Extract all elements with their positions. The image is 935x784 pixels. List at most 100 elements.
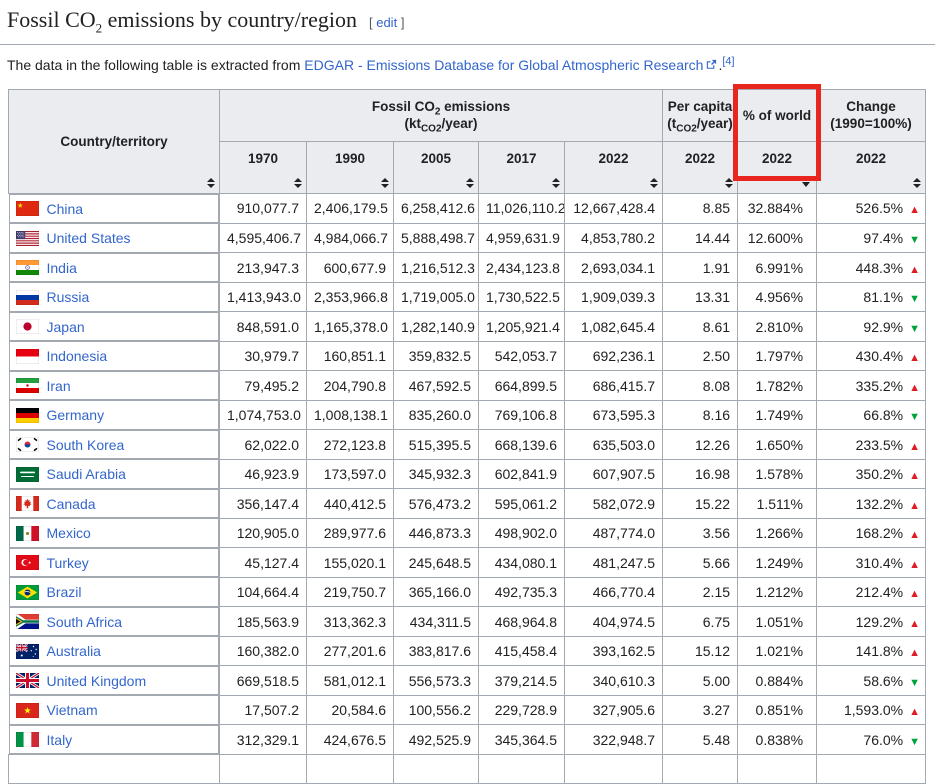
trend-icon <box>909 264 920 276</box>
flag-indonesia-icon <box>15 348 39 364</box>
table-row: Iran 79,495.2 204,790.8 467,592.5 664,89… <box>8 370 927 401</box>
country-link[interactable]: Vietnam <box>46 702 98 719</box>
table-row: Indonesia 30,979.7 160,851.1 359,832.5 5… <box>8 340 927 372</box>
intro-paragraph: The data in the following table is extra… <box>7 55 735 73</box>
table-row: Italy 312,329.1 424,676.5 492,525.9 345,… <box>8 724 927 756</box>
trend-icon <box>909 618 920 630</box>
sort-icon <box>381 177 389 188</box>
flag-germany-icon <box>15 407 39 423</box>
th-year-2022-emissions[interactable]: 2022 <box>563 140 664 194</box>
flag-vietnam-icon <box>15 702 39 718</box>
sort-icon <box>207 177 215 188</box>
flag-south-africa-icon <box>15 614 39 630</box>
trend-icon <box>909 323 920 335</box>
flag-india-icon <box>15 260 39 276</box>
trend-icon <box>909 352 920 364</box>
sort-icon <box>294 177 302 188</box>
section-heading: Fossil CO2 emissions by country/region [ … <box>0 0 935 45</box>
country-link[interactable]: Brazil <box>46 584 82 601</box>
flag-united-kingdom-icon <box>15 673 39 689</box>
flag-united-states-icon <box>15 230 39 246</box>
edit-link[interactable]: edit <box>376 15 398 30</box>
table-row-partial <box>8 754 927 784</box>
th-year-1990[interactable]: 1990 <box>306 140 394 194</box>
country-link[interactable]: Saudi Arabia <box>46 466 126 483</box>
flag-brazil-icon <box>15 584 39 600</box>
table-row: India 213,947.3 600,677.9 1,216,512.3 2,… <box>8 252 927 283</box>
trend-icon <box>909 647 920 659</box>
trend-icon <box>909 588 920 600</box>
table-row: Vietnam 17,507.2 20,584.6 100,556.2 229,… <box>8 694 927 726</box>
th-pct-world: % of world <box>737 88 818 142</box>
country-link[interactable]: Mexico <box>46 525 91 542</box>
flag-russia-icon <box>15 289 39 305</box>
page-title: Fossil CO2 emissions by country/region <box>7 7 357 36</box>
table-row: Germany 1,074,753.0 1,008,138.1 835,260.… <box>8 399 927 431</box>
country-link[interactable]: Turkey <box>46 554 89 571</box>
country-link[interactable]: India <box>46 259 77 276</box>
flag-italy-icon <box>15 732 39 748</box>
reference-4[interactable]: [4] <box>722 55 735 68</box>
edit-section: [ edit ] <box>368 15 405 30</box>
flag-saudi-arabia-icon <box>15 466 39 482</box>
table-row: South Africa 185,563.9 313,362.3 434,311… <box>8 606 927 637</box>
country-link[interactable]: Japan <box>46 318 85 335</box>
th-year-2005[interactable]: 2005 <box>393 140 479 194</box>
sort-icon <box>552 177 560 188</box>
th-year-1970[interactable]: 1970 <box>219 140 307 194</box>
flag-south-korea-icon <box>15 437 39 453</box>
table-row: Japan 848,591.0 1,165,378.0 1,282,140.9 … <box>8 311 927 342</box>
trend-icon <box>909 441 920 453</box>
flag-japan-icon <box>15 319 39 335</box>
country-link[interactable]: South Africa <box>46 613 123 630</box>
trend-icon <box>909 204 920 216</box>
trend-icon <box>909 470 920 482</box>
th-per-capita: Per capita (tCO2/year) <box>662 88 739 142</box>
table-row: Russia 1,413,943.0 2,353,966.8 1,719,005… <box>8 281 927 313</box>
sort-icon <box>466 177 474 188</box>
country-link[interactable]: United Kingdom <box>46 672 147 689</box>
trend-icon <box>909 293 920 305</box>
sort-icon <box>650 177 659 188</box>
country-link[interactable]: Iran <box>46 377 71 394</box>
table-row: United States 4,595,406.7 4,984,066.7 5,… <box>8 222 927 254</box>
flag-canada-icon <box>15 496 39 512</box>
table-row: China 910,077.7 2,406,179.5 6,258,412.6 … <box>8 192 927 224</box>
country-link[interactable]: Indonesia <box>46 348 108 365</box>
sorted-descending-icon <box>802 181 811 187</box>
flag-turkey-icon <box>15 555 39 571</box>
trend-icon <box>909 736 920 748</box>
trend-icon <box>909 529 920 541</box>
th-change: Change (1990=100%) <box>816 88 927 142</box>
intro-text: The data in the following table is extra… <box>7 57 305 73</box>
external-link-icon <box>707 59 717 69</box>
th-year-2022-per-capita[interactable]: 2022 <box>662 140 739 194</box>
country-link[interactable]: Canada <box>46 495 96 512</box>
table-row: Canada 356,147.4 440,412.5 576,473.2 595… <box>8 488 927 519</box>
th-year-2022-pct-world[interactable]: 2022 <box>737 140 818 194</box>
table-row: Turkey 45,127.4 155,020.1 245,648.5 434,… <box>8 547 927 578</box>
trend-icon <box>909 559 920 571</box>
flag-china-icon <box>15 201 39 217</box>
country-link[interactable]: Italy <box>46 731 73 748</box>
flag-iran-icon <box>15 378 39 394</box>
country-link[interactable]: South Korea <box>46 436 125 453</box>
trend-icon <box>909 706 920 718</box>
edgar-link[interactable]: EDGAR - Emissions Database for Global At… <box>304 57 704 73</box>
country-link[interactable]: Australia <box>46 643 101 660</box>
table-row: Brazil 104,664.4 219,750.7 365,166.0 492… <box>8 576 927 608</box>
th-year-2017[interactable]: 2017 <box>478 140 565 194</box>
table-row: Australia 160,382.0 277,201.6 383,817.6 … <box>8 635 927 667</box>
country-link[interactable]: Germany <box>46 407 105 424</box>
trend-icon <box>909 234 920 246</box>
flag-australia-icon <box>15 643 39 659</box>
country-link[interactable]: China <box>46 200 84 217</box>
th-country[interactable]: Country/territory <box>8 88 220 194</box>
country-link[interactable]: Russia <box>46 289 90 306</box>
table-row: United Kingdom 669,518.5 581,012.1 556,5… <box>8 665 927 696</box>
th-year-2022-change[interactable]: 2022 <box>816 140 927 194</box>
country-link[interactable]: United States <box>46 230 131 247</box>
table-row: Saudi Arabia 46,923.9 173,597.0 345,932.… <box>8 458 927 490</box>
trend-icon <box>909 500 920 512</box>
